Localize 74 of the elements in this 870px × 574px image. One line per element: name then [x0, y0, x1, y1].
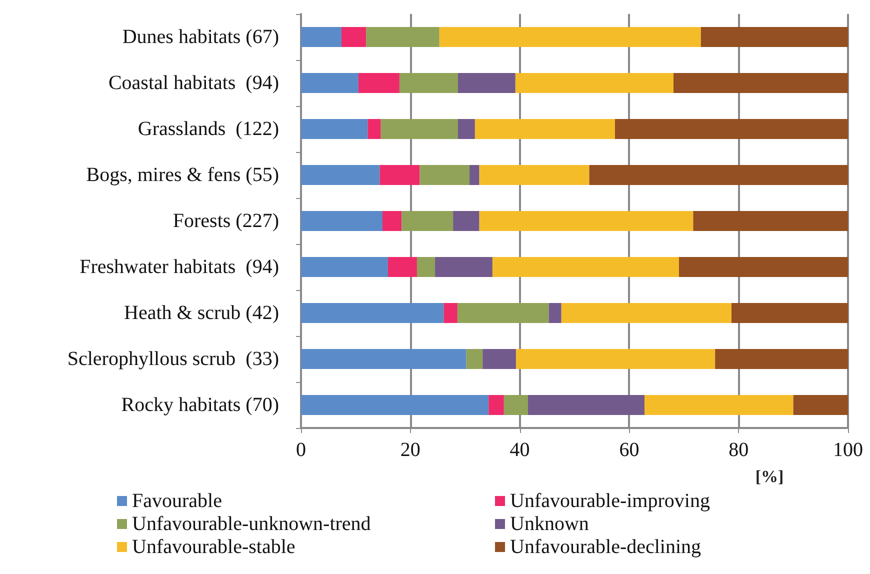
bar [366, 27, 440, 47]
bar [458, 73, 516, 93]
x-tick-label: 100 [833, 439, 863, 461]
bar [457, 303, 549, 323]
bar [715, 349, 848, 369]
y-tick-label: Sclerophyllous scrub (33) [67, 348, 279, 370]
legend-label: Favourable [132, 490, 222, 512]
bar [301, 349, 466, 369]
bar [469, 165, 480, 185]
y-tick-label: Heath & scrub (42) [124, 302, 279, 324]
x-tick-label: 0 [296, 439, 306, 461]
bar [793, 395, 848, 415]
bar [474, 119, 615, 139]
bar [561, 303, 732, 323]
bar [479, 165, 590, 185]
bar [516, 349, 716, 369]
bar [420, 165, 470, 185]
legend-label: Unfavourable-declining [510, 536, 702, 558]
x-tick-label: 20 [400, 439, 420, 461]
bar [358, 73, 400, 93]
bar [301, 257, 388, 277]
bar [693, 211, 848, 231]
bar [435, 257, 492, 277]
bar [301, 165, 380, 185]
x-tick-label: 40 [510, 439, 530, 461]
y-tick-label: Freshwater habitats (94) [80, 256, 279, 278]
bar [439, 27, 701, 47]
bar [458, 119, 475, 139]
bar [482, 349, 516, 369]
bar [301, 395, 489, 415]
bar [644, 395, 794, 415]
bar [504, 395, 528, 415]
bar [399, 73, 458, 93]
legend-label: Unfavourable-improving [510, 490, 710, 512]
y-tick-label: Coastal habitats (94) [108, 72, 279, 94]
bar [301, 27, 342, 47]
bar [380, 165, 420, 185]
x-tick-label: 60 [619, 439, 640, 461]
bar [368, 119, 381, 139]
bar [301, 303, 444, 323]
bar [492, 257, 679, 277]
legend-label: Unfavourable-unknown-trend [132, 513, 371, 535]
bar [731, 303, 848, 323]
bar [678, 257, 848, 277]
bar [466, 349, 483, 369]
bar [488, 395, 504, 415]
bar [301, 73, 358, 93]
bar [402, 211, 454, 231]
y-tick-label: Rocky habitats (70) [121, 394, 279, 416]
bar [380, 119, 458, 139]
bar [382, 211, 402, 231]
bar [341, 27, 366, 47]
x-axis-title: [%] [755, 467, 784, 486]
legend-label: Unknown [510, 513, 589, 535]
y-tick-label: Grasslands (122) [138, 118, 279, 140]
x-tick-label: 80 [728, 439, 749, 461]
bar [388, 257, 417, 277]
bar [674, 73, 848, 93]
bar [416, 257, 436, 277]
bar [614, 119, 848, 139]
bar [444, 303, 458, 323]
y-tick-label: Bogs, mires & fens (55) [86, 164, 279, 186]
bar [479, 211, 694, 231]
bar [301, 119, 368, 139]
legend-label: Unfavourable-stable [132, 536, 296, 558]
bar [453, 211, 480, 231]
bar [589, 165, 848, 185]
y-tick-label: Forests (227) [172, 210, 279, 232]
bar [301, 211, 383, 231]
bar [528, 395, 645, 415]
y-tick-label: Dunes habitats (67) [122, 26, 279, 48]
bar [700, 27, 848, 47]
bar [515, 73, 674, 93]
bar [548, 303, 562, 323]
